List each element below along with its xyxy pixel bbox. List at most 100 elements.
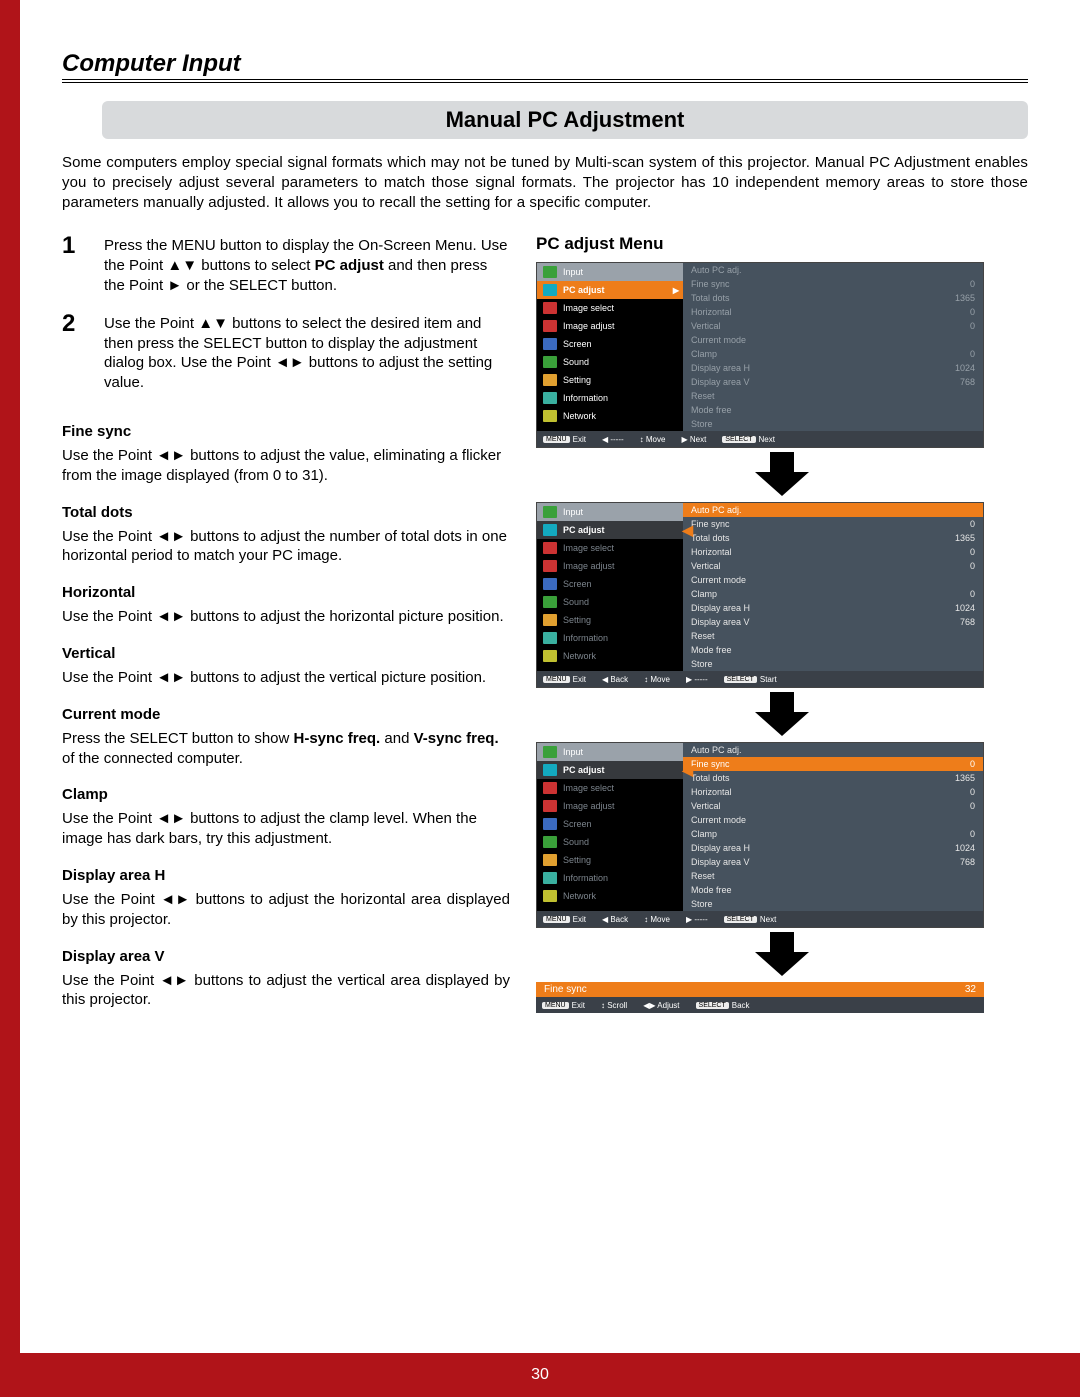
arrow-down-icon [755,452,809,496]
osd-menu-item[interactable]: Image select [537,539,683,557]
sub-heading: Display area H [62,867,510,884]
osd-option[interactable]: Horizontal0 [683,305,983,319]
osd-menu-item[interactable]: PC adjust [537,281,683,299]
sub-body: Use the Point ◄► buttons to adjust the v… [62,971,510,1011]
osd-panel-2: InputPC adjustImage selectImage adjustSc… [536,502,984,688]
osd-option[interactable]: Mode free [683,883,983,897]
intro-text: Some computers employ special signal for… [62,153,1028,212]
sub-heading: Total dots [62,504,510,521]
osd-menu-item[interactable]: Network [537,407,683,425]
osd-menu-item[interactable]: Image adjust [537,557,683,575]
osd-menu-item[interactable]: PC adjust [537,761,683,779]
osd-foot: MENUExit ◀ Back ↕ Move ▶ ----- SELECTNex… [537,911,983,927]
osd-menu-item[interactable]: Screen [537,575,683,593]
osd-option[interactable]: Display area V768 [683,855,983,869]
osd-menu-item[interactable]: Image adjust [537,317,683,335]
sub-body: Use the Point ◄► buttons to adjust the h… [62,890,510,930]
step-num: 2 [62,312,104,393]
osd-menu-item[interactable]: Setting [537,371,683,389]
step-1: 1 Press the MENU button to display the O… [62,234,510,295]
step-body: Press the MENU button to display the On-… [104,234,510,295]
adjust-bar: Fine sync32 MENUExit ↕ Scroll ◀▶ Adjust … [536,982,984,1013]
sub-heading: Current mode [62,706,510,723]
osd-menu-item[interactable]: Input [537,503,683,521]
osd-menu-item[interactable]: Input [537,743,683,761]
osd-option[interactable]: Reset [683,389,983,403]
bar-label: Fine sync [544,984,587,995]
osd-menu-item[interactable]: Information [537,869,683,887]
osd-option[interactable]: Display area H1024 [683,841,983,855]
osd-option[interactable]: Vertical0 [683,319,983,333]
sub-heading: Horizontal [62,584,510,601]
sub-body: Use the Point ◄► buttons to adjust the n… [62,527,510,567]
osd-option[interactable]: Fine sync0 [683,277,983,291]
osd-menu-item[interactable]: Information [537,629,683,647]
osd-option[interactable]: Store [683,657,983,671]
osd-option[interactable]: Auto PC adj. [683,743,983,757]
right-heading: PC adjust Menu [536,234,1028,254]
osd-menu-item[interactable]: Input [537,263,683,281]
sub-body: Use the Point ◄► buttons to adjust the v… [62,668,510,688]
osd-option[interactable]: Auto PC adj. [683,503,983,517]
osd-menu-item[interactable]: Image select [537,779,683,797]
osd-menu-item[interactable]: Setting [537,851,683,869]
osd-option[interactable]: Store [683,417,983,431]
osd-menu-item[interactable]: Sound [537,833,683,851]
osd-option[interactable]: Reset [683,629,983,643]
sub-heading: Clamp [62,786,510,803]
osd-menu-item[interactable]: Sound [537,593,683,611]
osd-option[interactable]: Clamp0 [683,827,983,841]
osd-option[interactable]: Total dots1365 [683,291,983,305]
osd-option[interactable]: Reset [683,869,983,883]
step-2: 2 Use the Point ▲▼ buttons to select the… [62,312,510,393]
osd-option[interactable]: Total dots1365 [683,531,983,545]
osd-menu-item[interactable]: Setting [537,611,683,629]
osd-foot: MENUExit ◀ ----- ↕ Move ▶ Next SELECTNex… [537,431,983,447]
osd-option[interactable]: Current mode [683,813,983,827]
osd-option[interactable]: Horizontal0 [683,545,983,559]
osd-panel-1: InputPC adjustImage selectImage adjustSc… [536,262,984,448]
osd-panel-3: InputPC adjustImage selectImage adjustSc… [536,742,984,928]
osd-option[interactable]: Mode free [683,643,983,657]
osd-option[interactable]: Fine sync0 [683,757,983,771]
osd-option[interactable]: Vertical0 [683,799,983,813]
sub-body: Use the Point ◄► buttons to adjust the v… [62,446,510,486]
page-title: Manual PC Adjustment [102,101,1028,139]
osd-menu-item[interactable]: Network [537,887,683,905]
osd-option[interactable]: Total dots1365 [683,771,983,785]
osd-option[interactable]: Horizontal0 [683,785,983,799]
osd-foot: MENUExit ◀ Back ↕ Move ▶ ----- SELECTSta… [537,671,983,687]
arrow-down-icon [755,932,809,976]
osd-menu-item[interactable]: Image adjust [537,797,683,815]
osd-option[interactable]: Clamp0 [683,587,983,601]
sub-body: Use the Point ◄► buttons to adjust the c… [62,809,510,849]
osd-option[interactable]: Fine sync0 [683,517,983,531]
osd-option[interactable]: Current mode [683,333,983,347]
osd-option[interactable]: Store [683,897,983,911]
sub-body: Press the SELECT button to show H-sync f… [62,729,510,769]
osd-option[interactable]: Current mode [683,573,983,587]
osd-menu-item[interactable]: Screen [537,335,683,353]
osd-menu-item[interactable]: Image select [537,299,683,317]
step-num: 1 [62,234,104,295]
osd-option[interactable]: Display area V768 [683,375,983,389]
step-body: Use the Point ▲▼ buttons to select the d… [104,312,510,393]
section-heading: Computer Input [62,50,1028,83]
osd-menu-item[interactable]: Information [537,389,683,407]
arrow-down-icon [755,692,809,736]
osd-menu-item[interactable]: Screen [537,815,683,833]
osd-option[interactable]: Vertical0 [683,559,983,573]
osd-option[interactable]: Display area V768 [683,615,983,629]
osd-option[interactable]: Display area H1024 [683,361,983,375]
sub-heading: Display area V [62,948,510,965]
sub-heading: Fine sync [62,423,510,440]
osd-menu-item[interactable]: PC adjust [537,521,683,539]
osd-menu-item[interactable]: Sound [537,353,683,371]
sub-heading: Vertical [62,645,510,662]
osd-option[interactable]: Clamp0 [683,347,983,361]
osd-option[interactable]: Mode free [683,403,983,417]
osd-option[interactable]: Auto PC adj. [683,263,983,277]
bar-value: 32 [965,984,976,995]
osd-option[interactable]: Display area H1024 [683,601,983,615]
osd-menu-item[interactable]: Network [537,647,683,665]
